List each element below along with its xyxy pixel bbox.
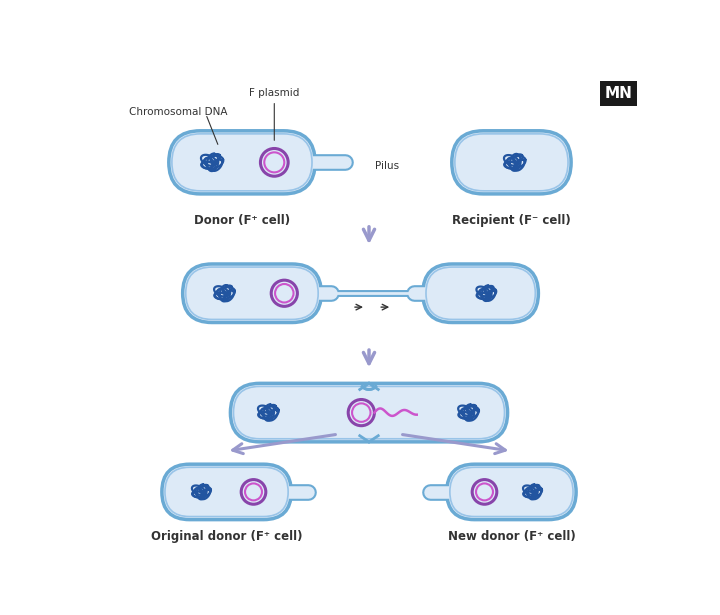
Text: Chromosomal DNA: Chromosomal DNA — [129, 107, 228, 117]
Text: New donor (F⁺ cell): New donor (F⁺ cell) — [448, 530, 575, 542]
FancyBboxPatch shape — [447, 464, 576, 520]
Text: Donor (F⁺ cell): Donor (F⁺ cell) — [194, 214, 290, 227]
FancyBboxPatch shape — [162, 464, 291, 520]
Text: MN: MN — [605, 86, 632, 101]
FancyBboxPatch shape — [183, 264, 321, 322]
FancyBboxPatch shape — [600, 82, 637, 106]
FancyBboxPatch shape — [230, 383, 508, 442]
FancyBboxPatch shape — [451, 131, 571, 194]
Text: Pilus: Pilus — [375, 161, 400, 171]
FancyBboxPatch shape — [168, 131, 315, 194]
Text: F plasmid: F plasmid — [249, 88, 300, 98]
FancyBboxPatch shape — [423, 264, 539, 322]
Text: Recipient (F⁻ cell): Recipient (F⁻ cell) — [452, 214, 571, 227]
Text: Original donor (F⁺ cell): Original donor (F⁺ cell) — [150, 530, 302, 542]
